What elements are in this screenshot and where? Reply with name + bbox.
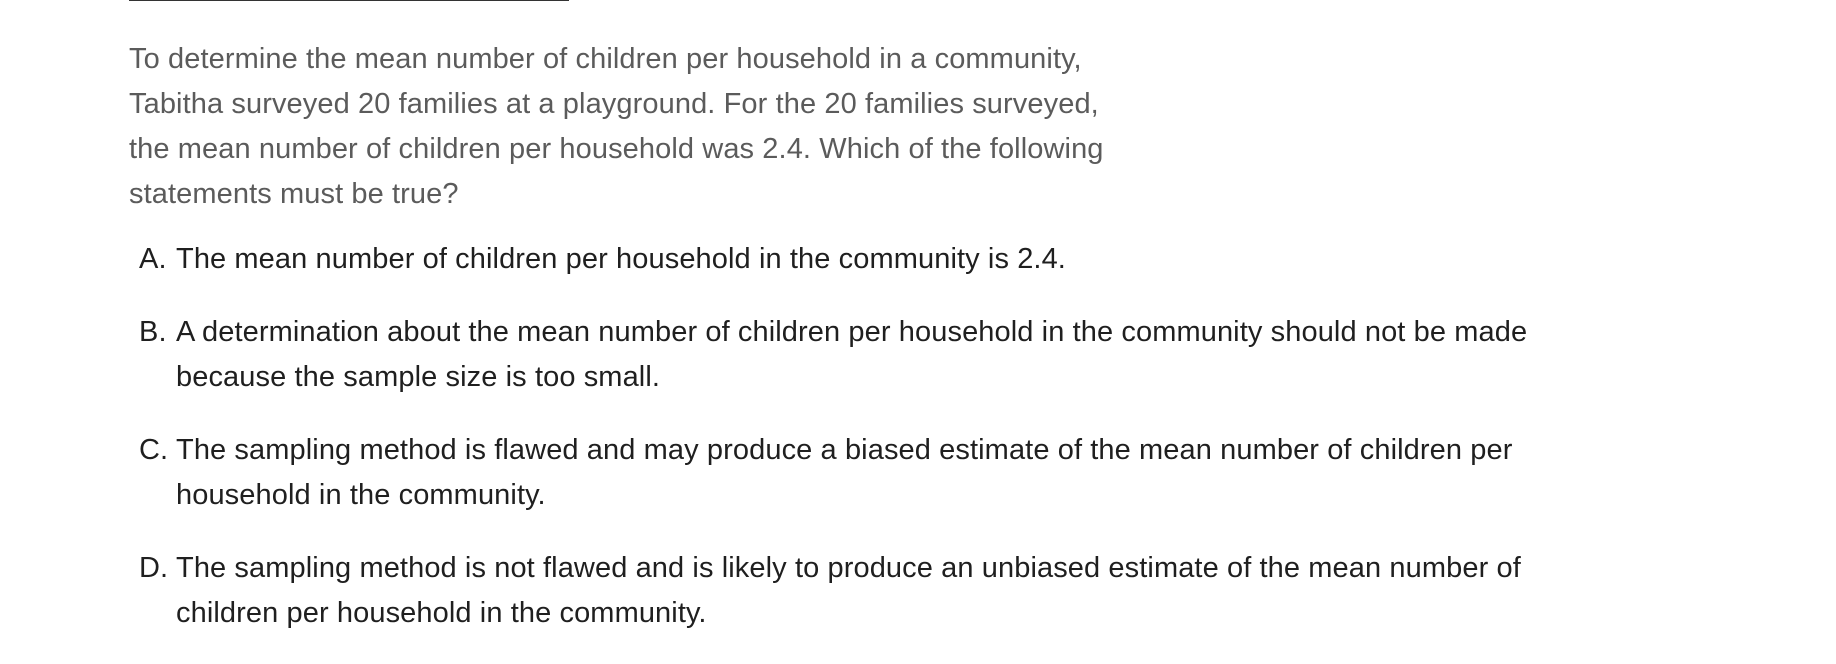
question-line: statements must be true? <box>129 178 459 210</box>
question-line: To determine the mean number of children… <box>129 43 1082 75</box>
choice-b[interactable]: B. A determination about the mean number… <box>129 310 1789 400</box>
choice-letter: A. <box>139 243 167 275</box>
choice-letter: C. <box>139 434 169 466</box>
top-divider <box>129 0 569 1</box>
choice-text: The mean number of children per househol… <box>176 243 1066 275</box>
answer-choices: A. The mean number of children per house… <box>129 237 1789 664</box>
choice-c[interactable]: C. The sampling method is flawed and may… <box>129 428 1789 518</box>
question-text: To determine the mean number of children… <box>129 37 1229 217</box>
choice-text: because the sample size is too small. <box>176 361 661 393</box>
choice-text: The sampling method is not flawed and is… <box>176 552 1521 584</box>
choice-d[interactable]: D. The sampling method is not flawed and… <box>129 546 1789 636</box>
choice-text: A determination about the mean number of… <box>176 316 1528 348</box>
choice-letter: B. <box>139 316 167 348</box>
choice-a[interactable]: A. The mean number of children per house… <box>129 237 1789 282</box>
choice-text: children per household in the community. <box>176 597 707 629</box>
question-line: the mean number of children per househol… <box>129 133 1104 165</box>
choice-letter: D. <box>139 552 169 584</box>
choice-text: The sampling method is flawed and may pr… <box>176 434 1513 466</box>
choice-text: household in the community. <box>176 479 546 511</box>
question-line: Tabitha surveyed 20 families at a playgr… <box>129 88 1099 120</box>
